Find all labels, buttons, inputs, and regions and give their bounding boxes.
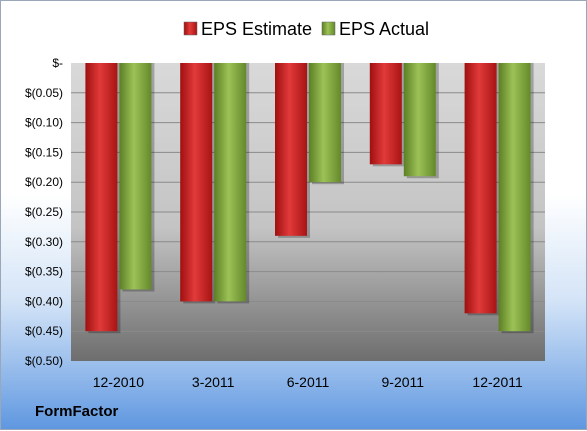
y-tick-label: $(0.35): [25, 265, 63, 279]
bar-eps-actual: [309, 63, 341, 183]
bar-eps-estimate: [85, 63, 118, 332]
legend: EPS Estimate EPS Actual: [183, 19, 429, 39]
y-tick-label: $(0.25): [25, 205, 63, 219]
bar-eps-estimate: [369, 63, 402, 165]
x-tick-label: 12-2011: [472, 374, 523, 390]
y-tick-label: $(0.40): [25, 294, 63, 308]
bar-eps-actual: [214, 63, 247, 302]
legend-swatch: [183, 21, 198, 36]
y-tick-label: $(0.45): [25, 324, 63, 338]
x-tick-label: 3-2011: [192, 374, 235, 390]
bar-eps-estimate: [275, 63, 307, 236]
y-tick-label: $(0.10): [25, 116, 63, 130]
bars: [85, 63, 534, 334]
y-tick-label: $(0.30): [25, 235, 63, 249]
x-tick-label: 12-2010: [93, 374, 145, 390]
y-tick-label: $(0.15): [25, 145, 63, 159]
legend-label: EPS Estimate: [201, 19, 312, 39]
y-tick-label: $(0.05): [25, 86, 63, 100]
x-tick-label: 6-2011: [287, 374, 330, 390]
brand-label: FormFactor: [35, 403, 119, 420]
x-axis: 12-2010 3-2011 6-2011 9-2011 12-2011: [93, 374, 523, 390]
bar-eps-actual: [119, 63, 152, 290]
y-tick-label: $(0.20): [25, 175, 63, 189]
bar-eps-actual: [403, 63, 436, 177]
y-axis: $- $(0.05) $(0.10) $(0.15) $(0.20) $(0.25) $(0…: [25, 56, 63, 368]
x-tick-label: 9-2011: [382, 374, 425, 390]
legend-swatch: [321, 21, 336, 36]
bar-eps-estimate: [180, 63, 213, 302]
bar-eps-actual: [498, 63, 531, 332]
bar-eps-estimate: [464, 63, 497, 314]
legend-label: EPS Actual: [339, 19, 429, 39]
y-tick-label: $(0.50): [25, 354, 63, 368]
y-tick-label: $-: [52, 56, 63, 70]
